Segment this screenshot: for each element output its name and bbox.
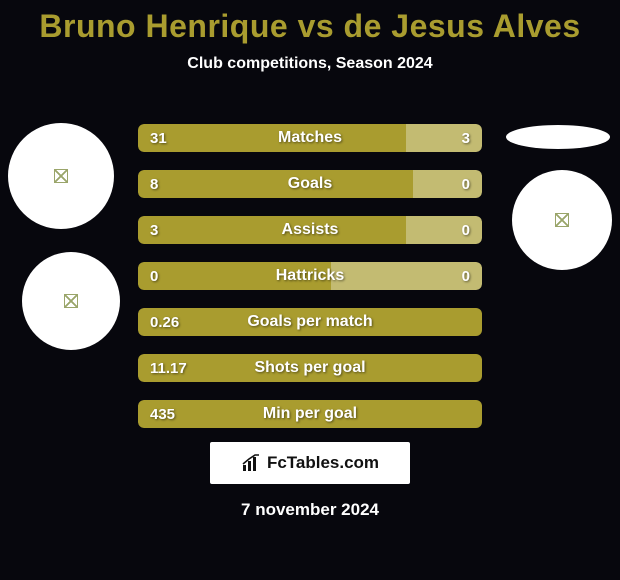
player2-avatar-a — [506, 125, 610, 149]
stat-row: 0.26Goals per match — [138, 308, 482, 336]
stat-label: Goals per match — [138, 308, 482, 336]
player1-avatar-b — [22, 252, 120, 350]
comparison-bars: 313Matches 80Goals 30Assists 00Hattricks 0.2… — [138, 124, 482, 446]
stat-label: Shots per goal — [138, 354, 482, 382]
stat-row: 435Min per goal — [138, 400, 482, 428]
stat-label: Goals — [138, 170, 482, 198]
stat-row: 80Goals — [138, 170, 482, 198]
brand-text: FcTables.com — [267, 453, 379, 473]
stat-row: 11.17Shots per goal — [138, 354, 482, 382]
stat-row: 30Assists — [138, 216, 482, 244]
brand-logo-icon — [241, 453, 261, 473]
page-subtitle: Club competitions, Season 2024 — [0, 55, 620, 73]
stat-row: 00Hattricks — [138, 262, 482, 290]
stat-label: Min per goal — [138, 400, 482, 428]
player2-avatar-b — [512, 170, 612, 270]
stat-row: 313Matches — [138, 124, 482, 152]
broken-image-icon — [555, 213, 569, 227]
stat-label: Matches — [138, 124, 482, 152]
broken-image-icon — [64, 294, 78, 308]
page-title: Bruno Henrique vs de Jesus Alves — [0, 0, 620, 45]
player1-avatar-a — [8, 123, 114, 229]
stat-label: Hattricks — [138, 262, 482, 290]
stat-label: Assists — [138, 216, 482, 244]
date-text: 7 november 2024 — [0, 500, 620, 520]
brand-box: FcTables.com — [210, 442, 410, 484]
broken-image-icon — [54, 169, 68, 183]
